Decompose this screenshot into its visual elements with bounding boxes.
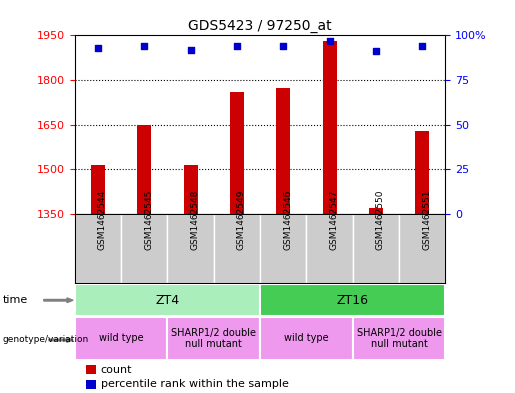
Text: GSM1462550: GSM1462550 <box>376 189 385 250</box>
Bar <box>399 214 445 283</box>
Bar <box>353 317 445 360</box>
Bar <box>415 131 429 214</box>
Bar <box>260 317 353 360</box>
Bar <box>75 317 167 360</box>
Bar <box>260 214 306 283</box>
Text: GSM1462545: GSM1462545 <box>144 189 153 250</box>
Text: count: count <box>100 365 132 375</box>
Point <box>279 43 287 49</box>
Bar <box>75 284 260 316</box>
Text: GSM1462548: GSM1462548 <box>191 189 199 250</box>
Bar <box>167 214 214 283</box>
Bar <box>353 214 399 283</box>
Point <box>233 43 241 49</box>
Text: SHARP1/2 double
null mutant: SHARP1/2 double null mutant <box>356 328 442 349</box>
Point <box>418 43 426 49</box>
Text: wild type: wild type <box>99 333 143 343</box>
Point <box>94 45 102 51</box>
Bar <box>86 365 96 374</box>
Bar <box>91 165 105 214</box>
Point <box>186 46 195 53</box>
Bar <box>306 214 353 283</box>
Point <box>140 43 148 49</box>
Point <box>372 48 380 55</box>
Bar <box>214 214 260 283</box>
Bar <box>75 214 121 283</box>
Bar <box>86 380 96 389</box>
Title: GDS5423 / 97250_at: GDS5423 / 97250_at <box>188 19 332 33</box>
Text: GSM1462551: GSM1462551 <box>422 189 431 250</box>
Text: genotype/variation: genotype/variation <box>3 336 89 344</box>
Bar <box>121 214 167 283</box>
Bar <box>183 165 197 214</box>
Bar <box>230 92 244 214</box>
Text: wild type: wild type <box>284 333 329 343</box>
Bar <box>260 284 445 316</box>
Bar <box>322 41 336 214</box>
Text: time: time <box>3 295 28 305</box>
Bar <box>137 125 151 214</box>
Text: GSM1462546: GSM1462546 <box>283 189 292 250</box>
Text: GSM1462544: GSM1462544 <box>98 189 107 250</box>
Text: GSM1462547: GSM1462547 <box>330 189 338 250</box>
Text: ZT4: ZT4 <box>156 294 179 307</box>
Text: ZT16: ZT16 <box>337 294 369 307</box>
Text: percentile rank within the sample: percentile rank within the sample <box>100 379 288 389</box>
Bar <box>167 317 260 360</box>
Point <box>325 38 334 44</box>
Bar <box>369 208 383 214</box>
Bar <box>276 88 290 214</box>
Text: GSM1462549: GSM1462549 <box>237 189 246 250</box>
Text: SHARP1/2 double
null mutant: SHARP1/2 double null mutant <box>171 328 256 349</box>
